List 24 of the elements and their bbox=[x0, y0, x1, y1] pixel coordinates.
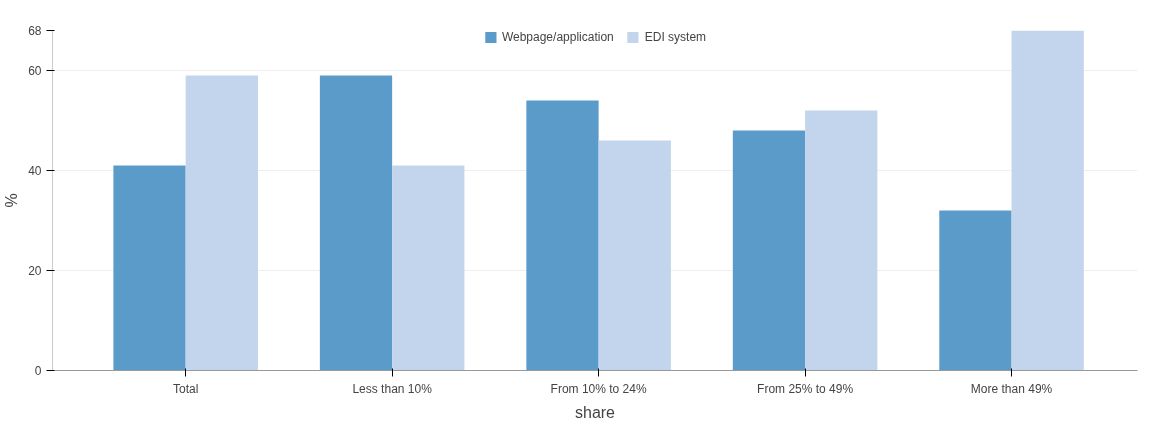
x-tick-label: Total bbox=[173, 381, 199, 396]
x-tick-label: From 10% to 24% bbox=[550, 381, 647, 396]
bar bbox=[185, 75, 258, 371]
y-tick-label: 20 bbox=[28, 264, 42, 278]
bar bbox=[732, 130, 806, 371]
bar bbox=[319, 75, 393, 371]
x-tick-label: Less than 10% bbox=[352, 381, 433, 396]
bar bbox=[392, 165, 465, 371]
bar bbox=[113, 165, 186, 371]
bar bbox=[1011, 30, 1084, 371]
bar bbox=[598, 140, 671, 371]
x-tick-label: More than 49% bbox=[970, 381, 1053, 396]
bar bbox=[526, 100, 599, 371]
x-tick-label: From 25% to 49% bbox=[757, 381, 854, 396]
legend-label: Webpage/application bbox=[501, 30, 614, 44]
y-tick-label: 60 bbox=[28, 64, 42, 78]
bar bbox=[805, 110, 878, 371]
y-tick-label: 40 bbox=[28, 164, 42, 178]
y-tick-label: 0 bbox=[34, 364, 42, 378]
y-tick-label: 68 bbox=[28, 24, 42, 38]
y-axis-title: % bbox=[3, 193, 21, 208]
bar bbox=[939, 210, 1012, 371]
legend-label: EDI system bbox=[644, 30, 707, 44]
x-axis-title: share bbox=[574, 403, 616, 421]
